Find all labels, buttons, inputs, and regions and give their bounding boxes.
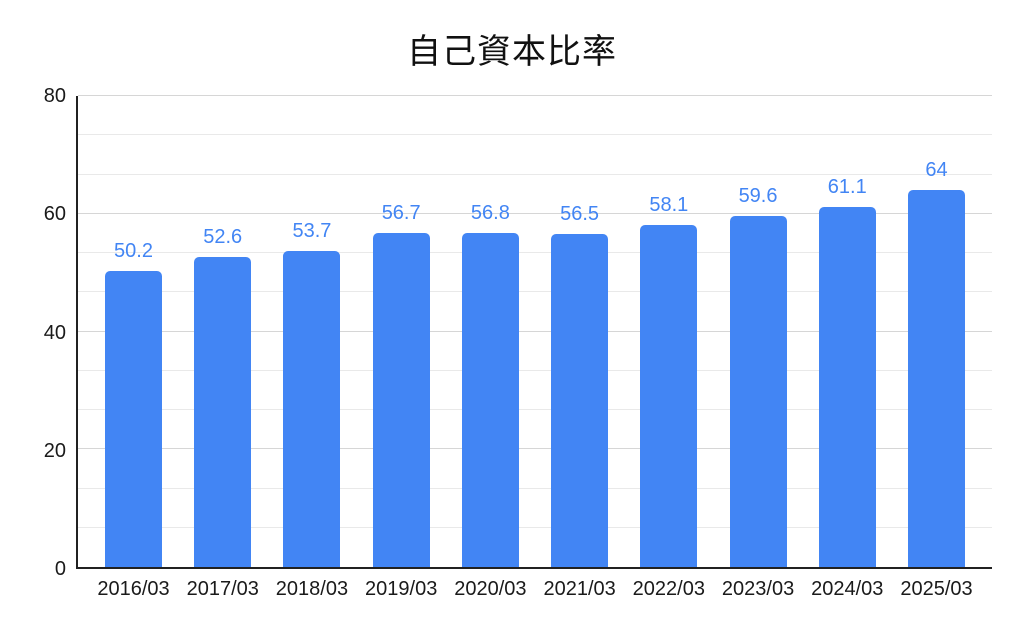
x-label-slot: 2024/03 xyxy=(811,577,883,601)
bar[interactable] xyxy=(640,224,698,567)
minor-gridline xyxy=(78,134,992,136)
bar-slot: 52.6 xyxy=(194,96,252,567)
bar[interactable] xyxy=(729,216,787,567)
x-axis-label: 2020/03 xyxy=(454,578,527,600)
bar-slot: 50.2 xyxy=(105,96,162,567)
bar[interactable] xyxy=(105,271,162,567)
x-label-slot: 2017/03 xyxy=(187,577,259,601)
minor-gridline xyxy=(78,487,992,489)
x-axis-label: 2017/03 xyxy=(186,578,259,600)
x-label-slot: 2018/03 xyxy=(276,577,348,601)
bars-row: 50.2 52.6 53.7 56.7 56.8 56.5 58.1 59.6 61.1 64 xyxy=(78,96,992,567)
bar-slot: 58.1 xyxy=(640,96,698,567)
minor-gridline xyxy=(78,409,992,411)
bar-slot: 53.7 xyxy=(283,96,341,567)
minor-gridline xyxy=(78,526,992,528)
plot-area: 50.2 52.6 53.7 56.7 56.8 56.5 58.1 59.6 61.1 64 xyxy=(76,95,992,569)
bar-value-label: 58.1 xyxy=(649,193,689,216)
bar-value-label: 53.7 xyxy=(292,219,332,242)
y-axis-label: 40 xyxy=(43,321,66,344)
major-gridline xyxy=(78,95,992,96)
x-axis-label: 2023/03 xyxy=(721,578,795,600)
x-label-slot: 2021/03 xyxy=(543,577,615,601)
x-label-slot: 2022/03 xyxy=(633,577,705,601)
y-axis-label: 20 xyxy=(43,439,66,462)
x-axis-label: 2025/03 xyxy=(900,578,973,600)
bar-value-label: 56.8 xyxy=(470,201,510,224)
bar[interactable] xyxy=(461,232,519,567)
x-label-slot: 2016/03 xyxy=(97,577,169,601)
bar-value-label: 52.6 xyxy=(203,226,243,249)
bar[interactable] xyxy=(907,190,965,567)
minor-gridline xyxy=(78,291,992,293)
major-gridline xyxy=(78,212,992,214)
x-label-slot: 2025/03 xyxy=(900,577,972,601)
bar-slot: 61.1 xyxy=(818,96,876,567)
y-axis-label: 60 xyxy=(43,203,66,226)
y-axis-label: 80 xyxy=(43,85,66,107)
bar-value-label: 64 xyxy=(925,159,948,182)
x-axis-label: 2022/03 xyxy=(632,578,705,600)
bar-slot: 56.5 xyxy=(551,96,609,567)
bar-slot: 56.7 xyxy=(372,96,430,567)
bar[interactable] xyxy=(551,234,609,567)
x-axis-label: 2021/03 xyxy=(543,578,616,600)
bar-value-label: 59.6 xyxy=(738,185,778,208)
y-axis-label: 0 xyxy=(54,558,66,580)
x-label-slot: 2023/03 xyxy=(722,577,794,601)
minor-gridline xyxy=(78,369,992,371)
x-axis-label: 2016/03 xyxy=(97,578,170,600)
bar-value-label: 50.2 xyxy=(114,240,153,263)
x-label-slot: 2020/03 xyxy=(454,577,526,601)
bar-value-label: 61.1 xyxy=(827,176,867,199)
minor-gridline xyxy=(78,173,992,175)
chart-title: 自己資本比率 xyxy=(407,33,617,71)
bar[interactable] xyxy=(283,250,341,567)
bar-slot: 56.8 xyxy=(461,96,519,567)
bar[interactable] xyxy=(818,207,876,567)
bar-slot: 64 xyxy=(907,96,965,567)
x-axis-label: 2024/03 xyxy=(811,578,884,600)
x-label-slot: 2019/03 xyxy=(365,577,437,601)
bar[interactable] xyxy=(194,257,252,567)
bar-value-label: 56.5 xyxy=(560,203,600,226)
x-axis-tick-labels: 2016/03 2017/03 2018/03 2019/03 2020/03 2021/… xyxy=(76,577,992,601)
major-gridline xyxy=(78,330,992,332)
bar-value-label: 56.7 xyxy=(381,202,421,225)
bar[interactable] xyxy=(372,233,430,567)
minor-gridline xyxy=(78,252,992,254)
bar-slot: 59.6 xyxy=(729,96,787,567)
x-axis-label: 2019/03 xyxy=(365,578,438,600)
x-axis-label: 2018/03 xyxy=(275,578,349,600)
major-gridline xyxy=(78,448,992,450)
